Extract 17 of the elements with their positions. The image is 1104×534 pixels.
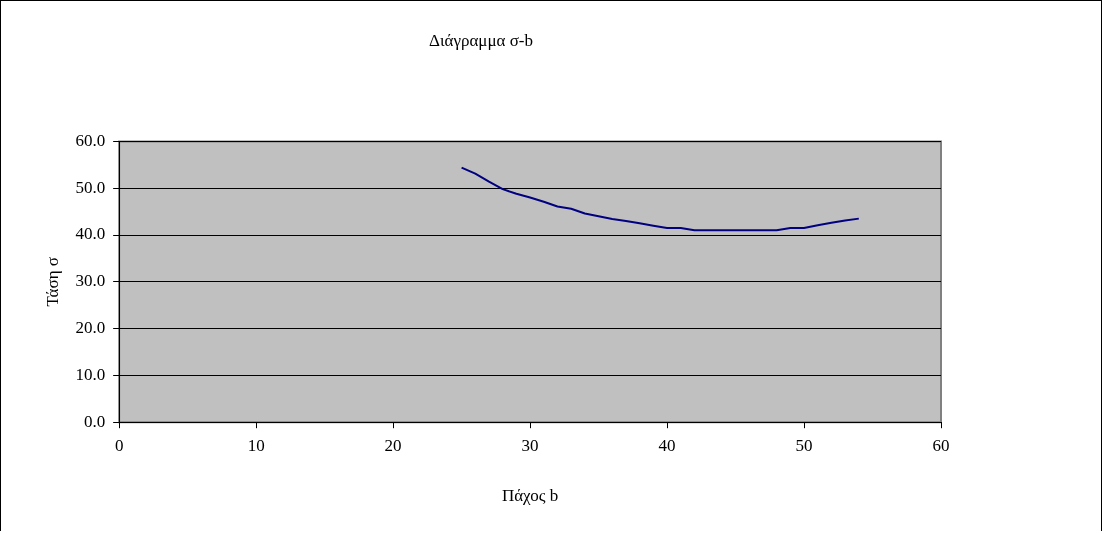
y-tick-label: 40.0 [75, 224, 106, 244]
y-tick-label: 20.0 [75, 318, 106, 338]
x-axis-title: Πάχος b [501, 486, 559, 506]
y-axis-title: Τάση σ [42, 257, 62, 307]
x-tick-label: 30 [521, 435, 539, 455]
x-tick-label: 60 [932, 435, 950, 455]
x-tick-label: 10 [247, 435, 265, 455]
y-tick-label: 50.0 [75, 177, 106, 197]
x-tick-label: 20 [384, 435, 402, 455]
x-tick-label: 0 [114, 435, 124, 455]
y-tick-label: 60.0 [75, 130, 106, 150]
x-tick-label: 40 [658, 435, 676, 455]
y-tick-label: 30.0 [75, 271, 106, 291]
x-tick-label: 50 [795, 435, 813, 455]
chart-title: Διάγραμμα σ-b [428, 30, 534, 50]
y-tick-label: 0.0 [83, 411, 106, 431]
y-tick-label: 10.0 [75, 364, 106, 384]
